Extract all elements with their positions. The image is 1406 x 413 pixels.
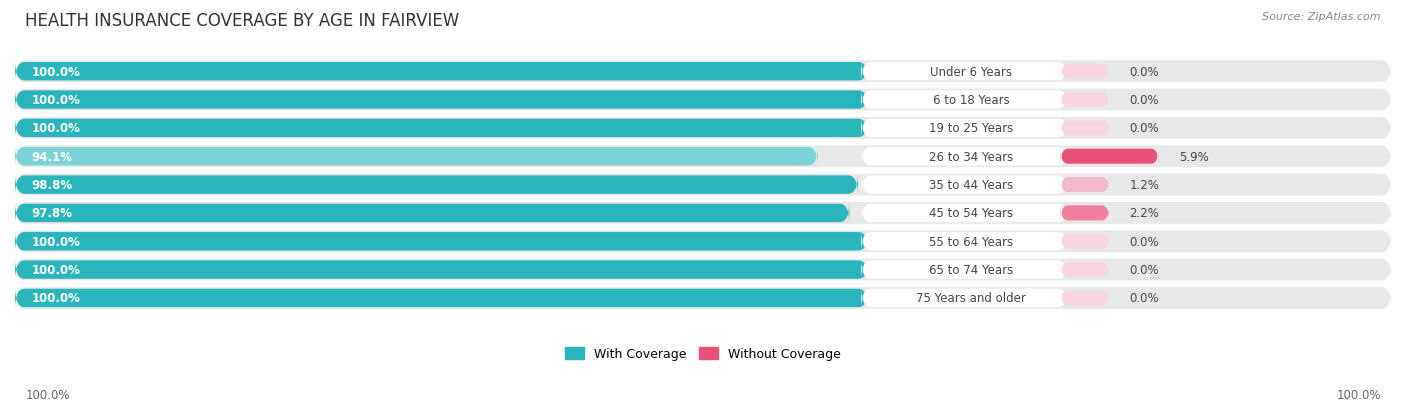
FancyBboxPatch shape (1060, 150, 1159, 164)
Text: 55 to 64 Years: 55 to 64 Years (929, 235, 1014, 248)
FancyBboxPatch shape (862, 62, 1067, 83)
FancyBboxPatch shape (15, 146, 818, 167)
FancyBboxPatch shape (1060, 291, 1109, 306)
Text: Under 6 Years: Under 6 Years (931, 66, 1012, 78)
Text: 100.0%: 100.0% (1336, 388, 1381, 401)
Text: 100.0%: 100.0% (31, 235, 80, 248)
FancyBboxPatch shape (1060, 64, 1109, 80)
FancyBboxPatch shape (15, 118, 1391, 140)
Text: 97.8%: 97.8% (31, 207, 73, 220)
Text: 100.0%: 100.0% (31, 263, 80, 276)
Text: 19 to 25 Years: 19 to 25 Years (929, 122, 1014, 135)
Text: 100.0%: 100.0% (31, 66, 80, 78)
Text: 100.0%: 100.0% (31, 94, 80, 107)
FancyBboxPatch shape (1060, 206, 1109, 221)
Text: 0.0%: 0.0% (1129, 263, 1159, 276)
FancyBboxPatch shape (15, 90, 1391, 111)
Text: 0.0%: 0.0% (1129, 292, 1159, 305)
Text: 35 to 44 Years: 35 to 44 Years (929, 179, 1014, 192)
Text: Source: ZipAtlas.com: Source: ZipAtlas.com (1263, 12, 1381, 22)
FancyBboxPatch shape (1060, 93, 1109, 108)
FancyBboxPatch shape (1060, 262, 1109, 278)
Text: 5.9%: 5.9% (1178, 150, 1209, 163)
Text: 100.0%: 100.0% (31, 292, 80, 305)
Text: 94.1%: 94.1% (31, 150, 73, 163)
Text: 75 Years and older: 75 Years and older (917, 292, 1026, 305)
FancyBboxPatch shape (15, 61, 1391, 83)
FancyBboxPatch shape (15, 62, 868, 83)
Text: 0.0%: 0.0% (1129, 66, 1159, 78)
FancyBboxPatch shape (862, 118, 1067, 139)
FancyBboxPatch shape (15, 146, 1391, 168)
FancyBboxPatch shape (15, 175, 858, 196)
Text: 0.0%: 0.0% (1129, 122, 1159, 135)
Text: HEALTH INSURANCE COVERAGE BY AGE IN FAIRVIEW: HEALTH INSURANCE COVERAGE BY AGE IN FAIR… (25, 12, 460, 30)
Text: 1.2%: 1.2% (1129, 179, 1160, 192)
Text: 100.0%: 100.0% (31, 122, 80, 135)
FancyBboxPatch shape (862, 203, 1067, 224)
Text: 0.0%: 0.0% (1129, 235, 1159, 248)
Text: 65 to 74 Years: 65 to 74 Years (929, 263, 1014, 276)
FancyBboxPatch shape (862, 287, 1067, 309)
Text: 26 to 34 Years: 26 to 34 Years (929, 150, 1014, 163)
FancyBboxPatch shape (15, 259, 1391, 281)
FancyBboxPatch shape (15, 231, 1391, 253)
Text: 98.8%: 98.8% (31, 179, 73, 192)
FancyBboxPatch shape (15, 118, 868, 139)
FancyBboxPatch shape (15, 231, 868, 252)
FancyBboxPatch shape (15, 259, 868, 280)
FancyBboxPatch shape (1060, 121, 1109, 136)
Text: 2.2%: 2.2% (1129, 207, 1160, 220)
Text: 6 to 18 Years: 6 to 18 Years (934, 94, 1010, 107)
FancyBboxPatch shape (15, 90, 868, 111)
FancyBboxPatch shape (862, 146, 1067, 167)
FancyBboxPatch shape (15, 287, 1391, 309)
FancyBboxPatch shape (862, 231, 1067, 252)
FancyBboxPatch shape (15, 202, 1391, 224)
Legend: With Coverage, Without Coverage: With Coverage, Without Coverage (561, 342, 845, 366)
FancyBboxPatch shape (862, 90, 1067, 111)
FancyBboxPatch shape (15, 287, 868, 309)
FancyBboxPatch shape (862, 259, 1067, 280)
FancyBboxPatch shape (15, 174, 1391, 196)
FancyBboxPatch shape (1060, 234, 1109, 249)
Text: 45 to 54 Years: 45 to 54 Years (929, 207, 1014, 220)
FancyBboxPatch shape (15, 203, 849, 224)
Text: 100.0%: 100.0% (25, 388, 70, 401)
FancyBboxPatch shape (1060, 178, 1109, 192)
Text: 0.0%: 0.0% (1129, 94, 1159, 107)
FancyBboxPatch shape (862, 175, 1067, 196)
